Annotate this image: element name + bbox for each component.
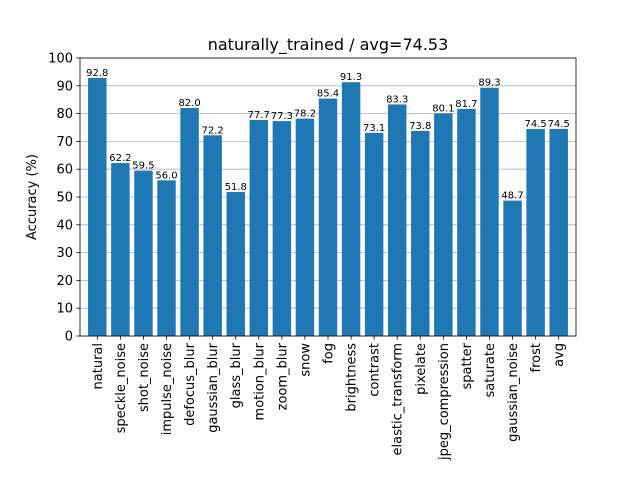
x-tick-label-glass_blur: glass_blur — [229, 342, 244, 408]
bar-glass_blur — [226, 191, 245, 336]
data-label-natural: 92.8 — [86, 68, 108, 79]
y-tick-label: 20 — [56, 274, 73, 289]
bar-speckle_noise — [111, 163, 130, 336]
data-label-glass_blur: 51.8 — [225, 182, 247, 193]
y-tick-label: 70 — [56, 135, 73, 150]
bars — [88, 78, 568, 337]
y-tick-label: 40 — [56, 218, 73, 233]
bar-defocus_blur — [180, 108, 199, 336]
data-label-jpeg_compression: 80.1 — [432, 103, 454, 114]
bar-shot_noise — [134, 170, 153, 336]
data-label-shot_noise: 59.5 — [132, 161, 154, 172]
data-label-elastic_transform: 83.3 — [386, 94, 408, 105]
x-tick-label-elastic_transform: elastic_transform — [391, 343, 406, 455]
data-label-fog: 85.4 — [317, 89, 339, 100]
plot-frame — [79, 57, 577, 337]
x-tick-label-fog: fog — [322, 343, 337, 364]
y-tick-label: 10 — [56, 302, 73, 317]
bar-pixelate — [411, 130, 430, 336]
x-tick-label-spatter: spatter — [460, 342, 475, 389]
data-label-motion_blur: 77.7 — [248, 110, 270, 121]
bar-avg — [549, 128, 568, 336]
data-label-frost: 74.5 — [524, 119, 546, 130]
y-tick-label: 100 — [48, 52, 73, 67]
data-label-pixelate: 73.8 — [409, 121, 431, 132]
y-axis: 0 10 20 30 40 50 60 70 80 90 100 — [48, 52, 80, 345]
bar-frost — [526, 128, 545, 336]
bar-motion_blur — [249, 119, 269, 336]
y-tick-label: 30 — [56, 246, 73, 261]
data-label-defocus_blur: 82.0 — [178, 98, 200, 109]
x-tick-label-pixelate: pixelate — [414, 343, 429, 395]
data-label-avg: 74.5 — [548, 119, 570, 130]
data-label-brightness: 91.3 — [340, 72, 362, 83]
x-tick-label-snow: snow — [298, 343, 313, 377]
bar-natural — [88, 78, 107, 337]
y-axis-label: Accuracy (%) — [25, 154, 40, 240]
x-tick-label-gaussian_blur: gaussian_blur — [206, 342, 221, 432]
x-axis: natural speckle_noise shot_noise impulse_no… — [91, 336, 567, 461]
x-tick-label-brightness: brightness — [345, 343, 360, 412]
data-label-gaussian_noise: 48.7 — [501, 191, 523, 202]
bar-contrast — [364, 132, 384, 336]
data-labels: 92.8 62.259.556.0 82.0 72.2 51.8 77.7 77.3 78.2… — [86, 68, 570, 202]
bar-zoom_blur — [272, 121, 292, 336]
data-label-impulse_noise: 56.0 — [155, 170, 177, 181]
data-label-gaussian_blur: 72.2 — [202, 125, 224, 136]
bar-saturate — [480, 87, 499, 336]
x-tick-label-speckle_noise: speckle_noise — [114, 343, 129, 433]
y-tick-label: 90 — [56, 79, 73, 94]
x-tick-label-shot_noise: shot_noise — [137, 343, 152, 412]
data-label-speckle_noise: 62.2 — [109, 153, 131, 164]
y-tick-label: 60 — [56, 163, 73, 178]
x-tick-label-gaussian_noise: gaussian_noise — [506, 343, 521, 442]
x-tick-label-contrast: contrast — [368, 343, 383, 397]
y-tick-label: 0 — [65, 330, 73, 345]
data-label-snow: 78.2 — [294, 109, 316, 120]
x-tick-label-jpeg_compression: jpeg_compression — [437, 343, 452, 461]
x-tick-label-frost: frost — [529, 343, 544, 372]
data-label-contrast: 73.1 — [363, 123, 385, 134]
x-tick-label-natural: natural — [91, 343, 106, 389]
data-label-spatter: 81.7 — [455, 99, 477, 110]
bar-jpeg_compression — [434, 113, 453, 337]
x-tick-label-defocus_blur: defocus_blur — [183, 342, 198, 426]
bar-gaussian_noise — [503, 200, 522, 336]
chart-title: naturally_trained / avg=74.53 — [208, 35, 449, 55]
y-tick-label: 50 — [56, 191, 73, 206]
data-label-zoom_blur: 77.3 — [271, 111, 293, 122]
bar-brightness — [341, 82, 361, 336]
bar-snow — [295, 118, 315, 336]
bar-fog — [318, 98, 338, 336]
x-tick-label-impulse_noise: impulse_noise — [160, 343, 175, 435]
x-tick-label-saturate: saturate — [483, 343, 498, 397]
y-tick-label: 80 — [56, 107, 73, 122]
x-tick-label-avg: avg — [552, 343, 567, 367]
bar-spatter — [457, 108, 476, 337]
data-label-saturate: 89.3 — [478, 78, 500, 89]
x-tick-label-motion_blur: motion_blur — [252, 342, 267, 420]
bar-gaussian_blur — [203, 135, 222, 336]
bar-elastic_transform — [387, 104, 407, 337]
x-tick-label-zoom_blur: zoom_blur — [275, 342, 290, 410]
bar-impulse_noise — [157, 180, 176, 336]
